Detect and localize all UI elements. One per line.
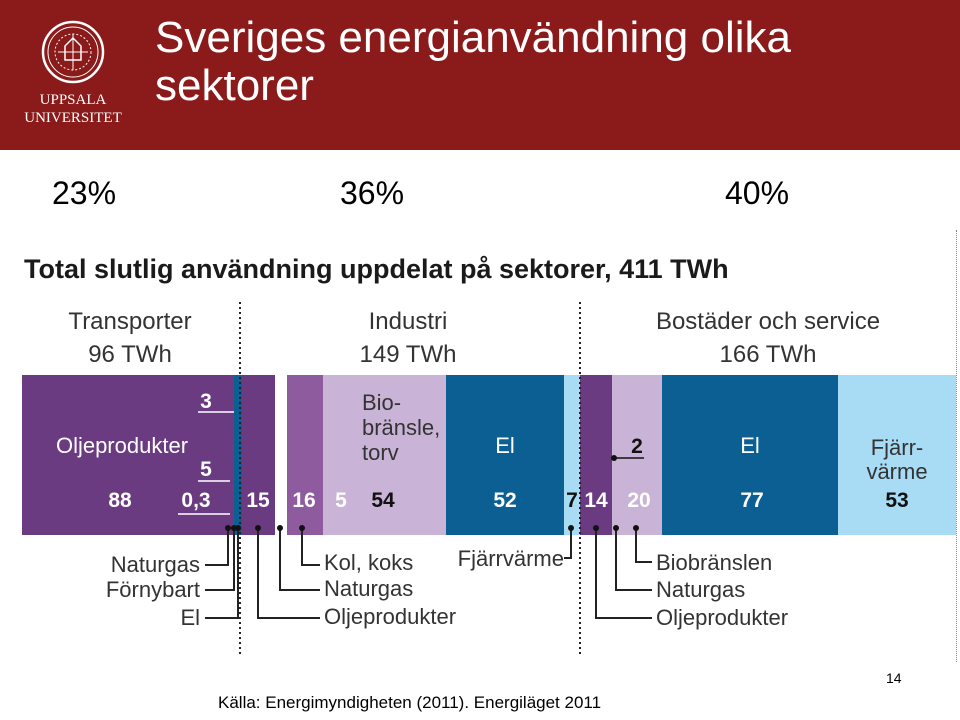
value-label-industri-fjarrvarme: 7 — [566, 489, 578, 512]
bar-segment-industri-el — [446, 375, 564, 535]
callout-line-industri-olja — [257, 528, 320, 619]
callout-line-bostader-olja — [595, 528, 652, 619]
bar-segment-bostader-bio — [612, 375, 662, 535]
callout-label-el: El — [180, 605, 200, 630]
callout-label-oljeprodukter-1: Oljeprodukter — [324, 604, 456, 629]
bar-segment-industri-fjarrvarme — [564, 375, 580, 535]
bar-segment-transport-olja — [22, 375, 234, 535]
callout-dot-bostader-olja — [593, 525, 599, 531]
uppsala-university-logo: UPPSALA UNIVERSITET — [24, 20, 122, 126]
bar-segment-bostader-el — [662, 375, 838, 535]
callout-line-transport-fornybart — [205, 528, 235, 591]
bar-label-fjarr-2: värme — [866, 459, 927, 484]
sector-total-bostader: 166 TWh — [720, 341, 817, 368]
callout-dot-bostader-bio — [633, 525, 639, 531]
callout-line-industri-naturgas — [279, 528, 320, 591]
bar-segment-transport-el — [234, 375, 242, 535]
value-label-transport-fornybart: 5 — [200, 458, 212, 481]
bar-label-bio-2: bränsle, — [362, 415, 440, 440]
callout-line-fjarrvarme — [564, 528, 572, 559]
callout-dot-industri-olja — [255, 525, 261, 531]
sector-label-transporter: Transporter — [68, 308, 191, 335]
callout-label-biobranslen: Biobränslen — [656, 550, 772, 575]
sector-label-industri: Industri — [369, 308, 448, 335]
bar-segment-bostader-fjarrvarme — [838, 375, 956, 535]
callout-dot-industri-naturgas — [277, 525, 283, 531]
value-label-bostader-olja: 14 — [584, 489, 608, 512]
logo-text-universitet: UNIVERSITET — [24, 110, 122, 126]
value-label-industri-el: 52 — [493, 489, 516, 512]
value-label-transport-naturgas: 0,3 — [181, 489, 210, 512]
bar-segment-industri-kol — [287, 375, 323, 535]
percentage-industri: 36% — [340, 175, 405, 211]
slide-title: Sveriges energianvändning olika sektorer — [155, 13, 791, 110]
callout-label-naturgas-1: Naturgas — [111, 552, 200, 577]
callout-label-naturgas-2: Naturgas — [324, 576, 413, 601]
value-label-bostader-fjarrvarme: 53 — [885, 489, 908, 512]
source-citation: Källa: Energimyndigheten (2011). Energil… — [218, 693, 602, 712]
callout-label-fjarrvarme: Fjärrvärme — [458, 546, 564, 571]
value-label-industri-bio: 54 — [371, 489, 395, 512]
callout-dot-industri-kol — [299, 525, 305, 531]
value-label-industri-kol: 16 — [292, 489, 315, 512]
callout-label-fornybart: Förnybart — [106, 577, 200, 602]
callout-line-bostader-bio — [635, 528, 652, 563]
callout-label-kol: Kol, koks — [324, 550, 413, 575]
page-number: 14 — [886, 670, 902, 686]
callout-dot-transport-naturgas — [225, 525, 231, 531]
value-label-bostader-bio: 20 — [627, 489, 650, 512]
callout-label-naturgas-3: Naturgas — [656, 577, 745, 602]
callout-dot-transport-el — [235, 525, 241, 531]
callout-line-transport-naturgas — [205, 528, 229, 566]
percentage-transport: 23% — [52, 175, 117, 211]
slide-header: UPPSALA UNIVERSITET Sveriges energianvän… — [0, 0, 960, 150]
bar-label-el-bostader: El — [740, 433, 760, 458]
callout-dot-bostader-naturgas — [613, 525, 619, 531]
value-label-industri-olja: 15 — [246, 489, 270, 512]
callout-line-industri-kol — [301, 528, 320, 566]
bar-label-bio-3: torv — [362, 440, 399, 465]
callout-line-transport-el — [205, 528, 239, 619]
chart-title: Total slutlig användning uppdelat på sek… — [24, 254, 729, 284]
callout-label-oljeprodukter-2: Oljeprodukter — [656, 605, 788, 630]
bar-segment-industri-naturgas — [275, 375, 287, 535]
energy-sector-chart: Total slutlig användning uppdelat på sek… — [0, 232, 960, 662]
value-label-bostader-el: 77 — [740, 489, 763, 512]
chart-svg: Total slutlig användning uppdelat på sek… — [22, 254, 956, 657]
bar-segment-industri-bio — [323, 375, 446, 535]
bar-segment-bostader-olja — [580, 375, 612, 535]
value-label-bostader-naturgas: 2 — [631, 435, 643, 458]
chart-frame-border — [956, 230, 958, 662]
value-label-industri-naturgas: 5 — [335, 489, 347, 512]
logo-text-uppsala: UPPSALA — [40, 92, 107, 108]
value-label-transport-olja: 88 — [108, 489, 132, 512]
sector-total-transporter: 96 TWh — [88, 341, 172, 368]
callout-dot-fjarrvarme — [568, 525, 574, 531]
callout-line-bostader-naturgas — [615, 528, 652, 591]
bar-label-oljeprodukter: Oljeprodukter — [56, 433, 188, 458]
value-label-transport-el: 3 — [200, 390, 212, 413]
bar-label-el-industri: El — [495, 433, 515, 458]
sector-label-bostader: Bostäder och service — [656, 308, 880, 335]
sector-total-industri: 149 TWh — [360, 341, 457, 368]
bar-label-fjarr-1: Fjärr- — [871, 435, 924, 460]
bar-label-bio-1: Bio- — [362, 390, 401, 415]
percentage-bostader: 40% — [725, 175, 790, 211]
bar-segment-industri-olja — [242, 375, 275, 535]
leader-dot-bostader-naturgas — [611, 455, 617, 461]
